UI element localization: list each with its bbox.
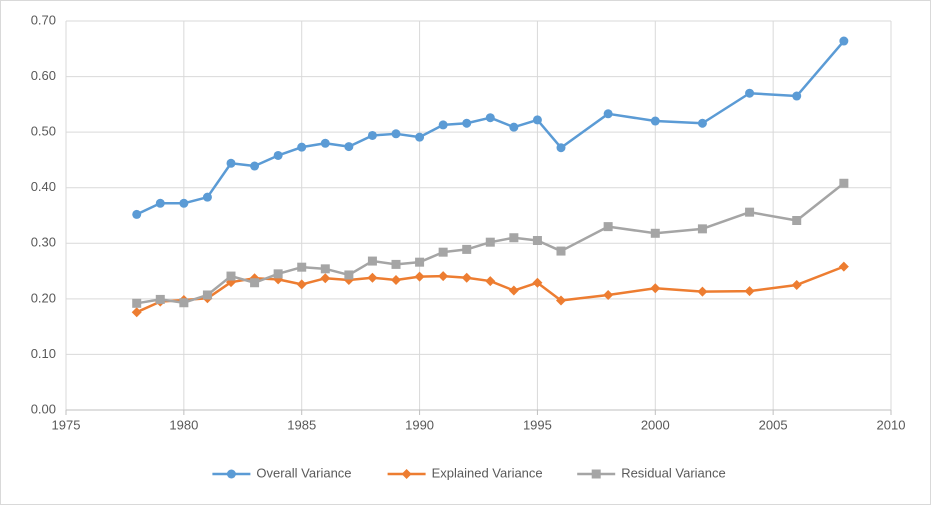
marker: [414, 271, 425, 282]
marker: [485, 276, 496, 287]
marker: [438, 247, 448, 257]
marker: [367, 130, 377, 140]
marker: [415, 132, 425, 142]
marker: [367, 256, 377, 266]
marker: [438, 271, 449, 282]
marker: [320, 138, 330, 148]
marker: [297, 262, 307, 272]
y-tick-label: 0.30: [31, 235, 56, 250]
marker: [297, 142, 307, 152]
marker: [697, 118, 707, 128]
x-tick-label: 2010: [877, 417, 906, 432]
x-tick-label: 1975: [52, 417, 81, 432]
x-tick-label: 2000: [641, 417, 670, 432]
marker: [697, 286, 708, 297]
marker: [462, 244, 472, 254]
marker: [462, 118, 472, 128]
marker: [250, 161, 260, 171]
y-tick-label: 0.10: [31, 346, 56, 361]
y-tick-label: 0.40: [31, 179, 56, 194]
marker: [603, 222, 613, 232]
series: [131, 261, 849, 318]
marker: [391, 259, 401, 269]
marker: [532, 277, 543, 288]
marker: [792, 216, 802, 226]
marker: [202, 290, 212, 300]
legend-label: Overall Variance: [256, 465, 351, 480]
marker: [792, 91, 802, 101]
marker: [273, 269, 283, 279]
marker: [296, 279, 307, 290]
marker: [320, 264, 330, 274]
marker: [556, 143, 566, 153]
marker: [485, 237, 495, 247]
marker: [391, 129, 401, 139]
marker: [415, 257, 425, 267]
marker: [155, 294, 165, 304]
marker: [744, 286, 755, 297]
marker: [839, 36, 849, 46]
marker: [344, 142, 354, 152]
marker: [532, 115, 542, 125]
marker: [508, 285, 519, 296]
y-tick-label: 0.50: [31, 124, 56, 139]
marker: [556, 246, 566, 256]
marker: [226, 469, 236, 479]
legend-item: Residual Variance: [577, 465, 726, 480]
x-tick-label: 1995: [523, 417, 552, 432]
y-tick-label: 0.20: [31, 290, 56, 305]
marker: [509, 122, 519, 132]
marker: [485, 113, 495, 123]
legend-label: Residual Variance: [621, 465, 726, 480]
marker: [226, 271, 236, 281]
marker: [438, 120, 448, 130]
marker: [320, 273, 331, 284]
x-tick-label: 2005: [759, 417, 788, 432]
marker: [745, 88, 755, 98]
legend-item: Overall Variance: [212, 465, 352, 480]
marker: [745, 207, 755, 217]
marker: [650, 116, 660, 126]
marker: [250, 278, 260, 288]
marker: [367, 272, 378, 283]
y-tick-label: 0.00: [31, 401, 56, 416]
marker: [839, 178, 849, 188]
marker: [532, 236, 542, 246]
legend-label: Explained Variance: [432, 465, 543, 480]
y-tick-label: 0.70: [31, 12, 56, 27]
legend-item: Explained Variance: [387, 465, 543, 480]
marker: [155, 198, 165, 208]
x-tick-label: 1990: [405, 417, 434, 432]
y-tick-label: 0.60: [31, 68, 56, 83]
series: [132, 178, 849, 308]
marker: [131, 307, 142, 318]
marker: [650, 228, 660, 238]
marker: [202, 192, 212, 202]
marker: [591, 469, 601, 479]
marker: [391, 274, 401, 285]
marker: [344, 270, 354, 280]
marker: [650, 283, 661, 294]
marker: [556, 295, 566, 306]
series: [132, 36, 849, 219]
marker: [401, 469, 412, 479]
marker: [132, 209, 142, 219]
marker: [603, 109, 613, 119]
marker: [509, 233, 519, 243]
marker: [226, 158, 236, 168]
marker: [273, 150, 283, 160]
marker: [132, 298, 142, 308]
x-tick-label: 1985: [287, 417, 316, 432]
marker: [697, 224, 707, 234]
marker: [838, 261, 849, 272]
marker: [603, 289, 614, 300]
marker: [179, 298, 189, 308]
x-tick-label: 1980: [169, 417, 198, 432]
marker: [461, 272, 472, 283]
marker: [791, 279, 802, 290]
marker: [179, 198, 189, 208]
